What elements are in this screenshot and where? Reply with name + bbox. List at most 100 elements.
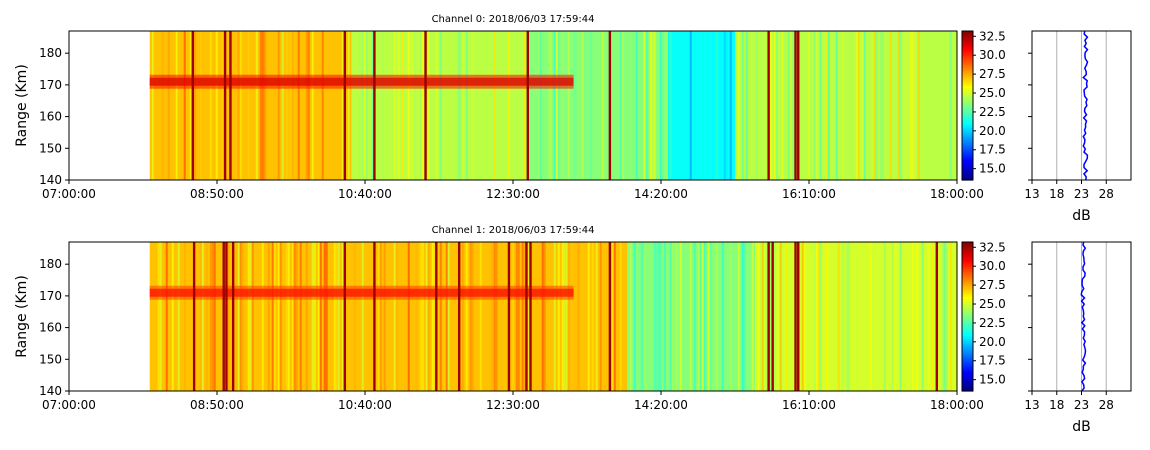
heatmap-column (781, 31, 784, 180)
colorbar-segment (962, 341, 973, 345)
interference-spike (526, 31, 529, 180)
heatmap-column (397, 31, 400, 180)
colorbar-segment (962, 117, 973, 121)
heatmap-band (735, 31, 957, 180)
heatmap-column (489, 242, 492, 391)
heatmap-column (927, 242, 930, 391)
heatmap-column (673, 242, 676, 391)
heatmap-column (653, 31, 656, 180)
heatmap-column (435, 31, 438, 180)
interference-spike (222, 242, 225, 391)
heatmap-column (221, 31, 224, 180)
heatmap-column (659, 242, 662, 391)
heatmap-band (351, 31, 527, 180)
x-tick-label: 10:40:00 (338, 398, 392, 412)
heatmap-band (755, 242, 957, 391)
heatmap-column (661, 242, 664, 391)
heatmap-column (227, 242, 230, 391)
interference-spike (225, 242, 228, 391)
heatmap-column (751, 242, 754, 391)
heatmap-column (737, 242, 740, 391)
colorbar-segment (962, 68, 973, 72)
colorbar-segment (962, 346, 973, 350)
heatmap-column (693, 242, 696, 391)
heatmap-column (547, 31, 550, 180)
colorbar-tick-label: 27.5 (979, 278, 1006, 292)
heatmap-column (199, 31, 202, 180)
heatmap-column (909, 31, 912, 180)
channel-0-panel: Channel 0: 2018/06/03 17:59:44 140 150 160 1… (14, 14, 1132, 224)
heatmap-column (507, 31, 510, 180)
heatmap-column (291, 242, 294, 391)
colorbar-segment (962, 244, 973, 248)
colorbar-segment (962, 366, 973, 370)
colorbar-segment (962, 249, 973, 253)
heatmap-column (855, 31, 858, 180)
heatmap-band (149, 31, 352, 180)
heatmap-column (689, 242, 692, 391)
heatmap-column (911, 31, 914, 180)
profile-x-tick-label: 28 (1099, 187, 1114, 201)
heatmap-column (255, 31, 258, 180)
interference-spike (608, 31, 612, 180)
colorbar-segment (962, 83, 973, 87)
profile-frame (1031, 241, 1132, 392)
heatmap-column (675, 242, 678, 391)
heatmap-column (445, 242, 448, 391)
colorbar-segment (962, 336, 973, 340)
heatmap-column (215, 31, 218, 180)
heatmap-column (177, 31, 180, 180)
heatmap-column (239, 242, 242, 391)
y-tick-label: 180 (39, 46, 62, 60)
colorbar-segment (962, 381, 973, 385)
heatmap-column (643, 242, 646, 391)
colorbar-segment (962, 93, 973, 97)
heatmap-column (297, 31, 300, 180)
heatmap-column (239, 31, 242, 180)
colorbar-segment (962, 115, 973, 119)
heatmap-column (461, 31, 464, 180)
heatmap-column (755, 31, 758, 180)
colorbar-segment (962, 348, 973, 352)
colorbar-segment (962, 291, 973, 295)
heatmap-column (873, 31, 876, 180)
heatmap-column (211, 242, 214, 391)
heatmap-column (469, 242, 472, 391)
colorbar-segment (962, 279, 973, 283)
heatmap-column (711, 31, 714, 180)
heatmap-column (581, 31, 584, 180)
heatmap-column (575, 242, 578, 391)
colorbar-tick-label: 25.0 (979, 297, 1006, 311)
heatmap-column (401, 31, 404, 180)
heatmap-column (897, 31, 900, 180)
x-tick-label: 18:00:00 (930, 398, 984, 412)
y-tick-label: 150 (39, 352, 62, 366)
heatmap-column (523, 242, 526, 391)
y-axis-label: Range (Km) (14, 275, 30, 358)
colorbar-segment (962, 242, 973, 246)
heatmap-column (537, 31, 540, 180)
heatmap-column (515, 242, 518, 391)
colorbar-segment (962, 276, 973, 280)
colorbar-segment (962, 358, 973, 362)
colorbar-tick-label: 32.5 (979, 240, 1006, 254)
heatmap-column (663, 242, 666, 391)
heatmap-column (553, 31, 556, 180)
heatmap-column (183, 242, 186, 391)
heatmap-column (619, 242, 622, 391)
heatmap-column (943, 242, 946, 391)
colorbar-segment (962, 90, 973, 94)
heatmap-column (359, 31, 362, 180)
colorbar-segment (962, 88, 973, 92)
heatmap-column (151, 31, 154, 180)
heatmap-column (379, 242, 382, 391)
heatmap-column (425, 242, 428, 391)
heatmap-column (183, 31, 186, 180)
heatmap-column (543, 242, 546, 391)
heatmap-column (353, 242, 356, 391)
colorbar-segment (962, 147, 973, 151)
heatmap-column (365, 31, 368, 180)
interference-spike (373, 31, 376, 180)
heatmap-column (409, 31, 412, 180)
heatmap-column (741, 242, 744, 391)
